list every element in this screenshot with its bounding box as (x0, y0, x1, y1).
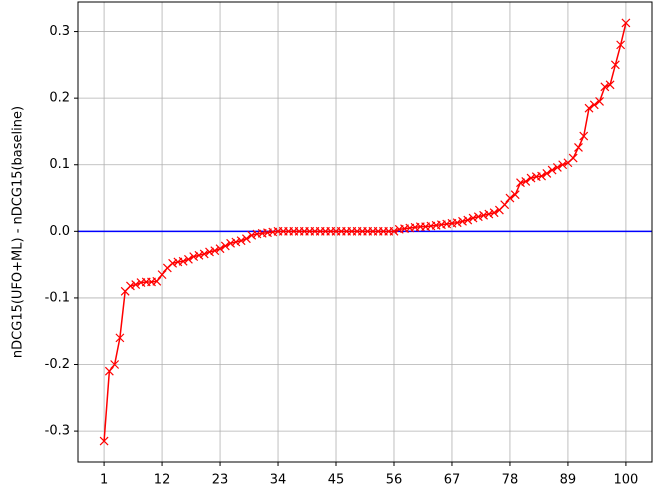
x-tick-label: 78 (502, 473, 519, 488)
marker (241, 234, 251, 244)
marker (194, 250, 204, 260)
marker (205, 247, 214, 257)
marker (226, 238, 236, 248)
x-tick-label: 100 (613, 473, 638, 488)
marker (189, 252, 199, 262)
x-tick-label: 23 (212, 473, 229, 488)
marker (231, 237, 241, 247)
series-line (103, 22, 627, 442)
y-tick-label: 0.2 (49, 91, 70, 106)
marker (489, 208, 499, 218)
marker (479, 210, 489, 220)
marker (595, 97, 604, 106)
marker (473, 212, 483, 222)
marker (220, 241, 230, 251)
marker (500, 200, 510, 210)
marker (621, 18, 631, 28)
marker (110, 360, 120, 369)
marker (152, 276, 162, 286)
marker (184, 254, 193, 264)
marker (542, 168, 552, 178)
y-tick-label: -0.3 (45, 424, 70, 439)
marker (236, 236, 246, 246)
marker (510, 190, 520, 200)
marker (178, 256, 188, 266)
marker (600, 82, 610, 92)
marker (584, 103, 594, 113)
marker (589, 100, 599, 110)
marker (99, 436, 109, 446)
marker (521, 176, 531, 186)
marker (568, 153, 578, 163)
marker (458, 216, 467, 226)
marker (484, 209, 494, 219)
marker (452, 218, 462, 228)
marker (389, 226, 399, 236)
marker (547, 165, 557, 175)
marker (574, 143, 583, 152)
x-tick-label: 56 (386, 473, 403, 488)
marker (157, 270, 167, 280)
marker (168, 258, 178, 268)
marker (463, 215, 473, 225)
marker (537, 171, 546, 181)
marker (605, 80, 615, 90)
y-tick-label: -0.2 (45, 357, 70, 372)
plot-frame (77, 1, 653, 463)
marker (131, 280, 141, 290)
marker (199, 249, 209, 259)
marker (210, 246, 220, 256)
marker (552, 162, 562, 172)
marker (579, 131, 589, 141)
marker (104, 366, 114, 376)
y-axis-label: nDCG15(UFO+ML) - nDCG15(baseline) (11, 106, 26, 358)
marker (505, 193, 515, 203)
y-tick-label: 0.3 (49, 24, 70, 39)
marker (126, 281, 135, 291)
x-tick-label: 89 (560, 473, 577, 488)
marker (526, 173, 536, 183)
y-tick-label: 0.0 (49, 224, 70, 239)
x-tick-label: 45 (328, 473, 345, 488)
marker (215, 244, 225, 254)
x-tick-label: 67 (444, 473, 461, 488)
marker (468, 213, 478, 223)
y-tick-label: 0.1 (49, 157, 70, 172)
y-tick-label: -0.1 (45, 290, 70, 305)
x-tick-label: 12 (154, 473, 171, 488)
marker (610, 60, 620, 70)
marker (558, 160, 568, 170)
x-tick-label: 1 (100, 473, 108, 488)
marker (516, 178, 525, 188)
marker (115, 333, 125, 343)
x-tick-label: 34 (270, 473, 287, 488)
marker (247, 230, 257, 240)
marker (616, 40, 626, 50)
